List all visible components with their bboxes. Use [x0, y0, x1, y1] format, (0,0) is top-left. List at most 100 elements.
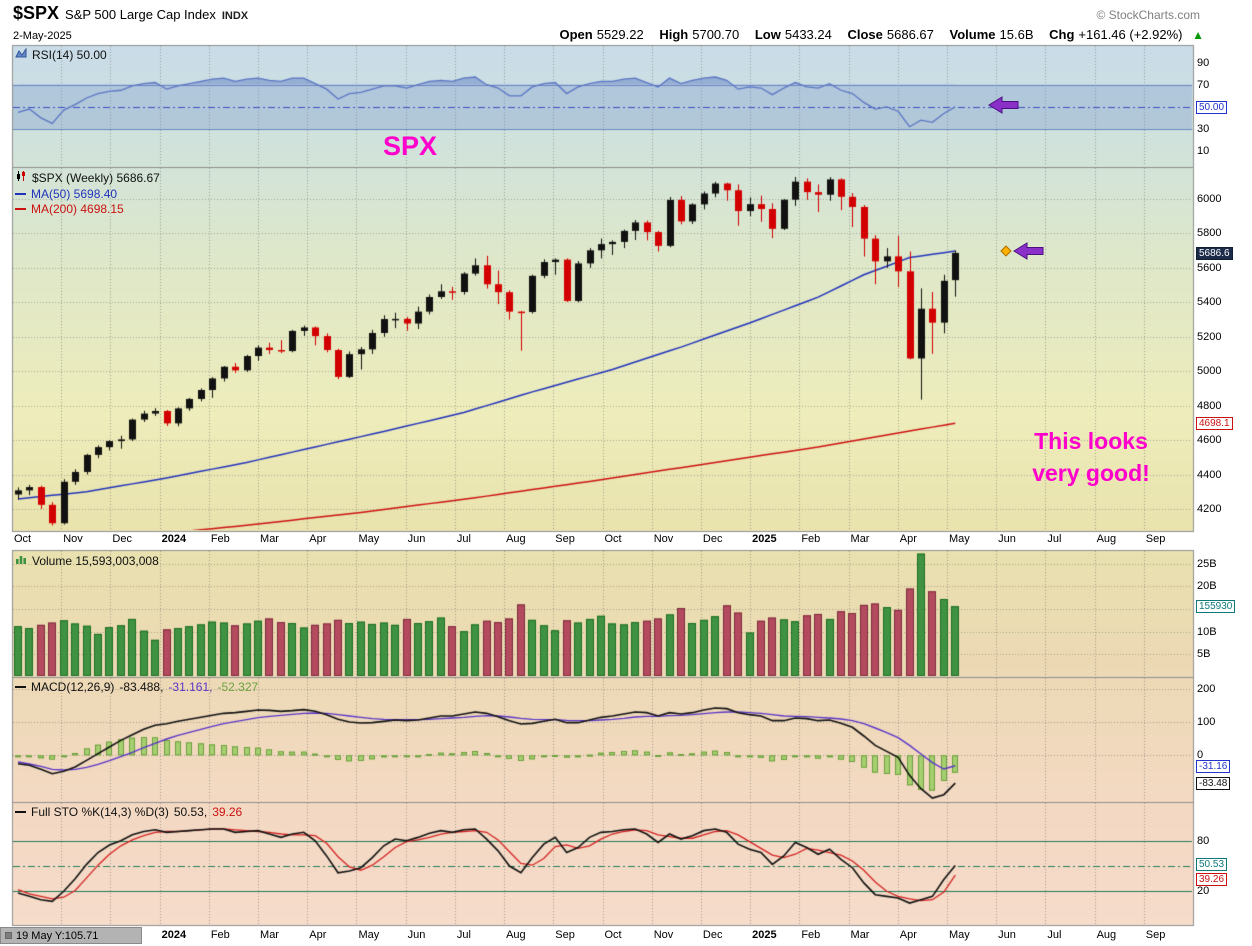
- x-axis-label: May: [358, 533, 380, 545]
- x-axis-label: Sep: [555, 533, 575, 545]
- x-axis-label: Jul: [456, 929, 471, 941]
- symbol: $SPX: [13, 3, 60, 23]
- x-axis-label: Jun: [407, 533, 426, 545]
- x-axis-label: Sep: [1145, 929, 1166, 941]
- x-axis-label: Oct: [14, 533, 32, 545]
- looks-good-line2: very good!: [1032, 460, 1150, 486]
- y-axis-tick: 4600: [1197, 434, 1222, 447]
- x-axis-label: Sep: [1145, 533, 1166, 545]
- x-axis-label: Mar: [260, 929, 279, 941]
- high-value: 5700.70: [692, 27, 740, 42]
- x-axis-label: Dec: [702, 929, 723, 941]
- copyright: © StockCharts.com: [1096, 8, 1200, 22]
- x-axis-label: Nov: [653, 533, 674, 545]
- macd-signal-value: -31.161,: [168, 680, 213, 694]
- open-value: 5529.22: [596, 27, 644, 42]
- quote-summary: Open 5529.22 High 5700.70 Low 5433.24 Close…: [559, 27, 1204, 42]
- y-axis-tick: 5800: [1197, 227, 1222, 240]
- x-axis-label: 2025: [752, 929, 777, 941]
- x-axis-label: Aug: [1096, 929, 1117, 941]
- sto-legend: Full STO %K(14,3) %D(3) 50.53, 39.26: [15, 805, 242, 819]
- x-axis-label: Dec: [702, 533, 723, 545]
- price-legend-label: $SPX (Weekly) 5686.67: [32, 170, 160, 185]
- macd-legend: MACD(12,26,9) -83.488, -31.161, -52.327: [15, 680, 258, 694]
- x-axis-label: Apr: [899, 929, 917, 941]
- y-axis-value-box: 5686.6: [1196, 246, 1233, 260]
- x-axis-label: Jul: [1047, 929, 1062, 941]
- x-axis-label: Jul: [1047, 533, 1062, 545]
- y-axis-tick: 5B: [1197, 648, 1211, 661]
- chart-date: 2-May-2025: [13, 30, 72, 42]
- open-label: Open: [559, 27, 593, 42]
- x-axis-label: Feb: [801, 929, 821, 941]
- crosshair-text: 19 May Y:105.71: [16, 929, 99, 942]
- x-axis-label: Feb: [210, 929, 230, 941]
- y-axis-tick: 4200: [1197, 502, 1222, 515]
- macd-hist-value: -52.327: [217, 680, 259, 694]
- ma200-legend: MA(200) 4698.15: [15, 202, 124, 216]
- looks-good-annotation: This looks very good!: [1008, 425, 1174, 489]
- x-axis-label: Mar: [850, 533, 870, 545]
- ma200-legend-label: MA(200) 4698.15: [31, 202, 124, 216]
- x-axis-label: Apr: [309, 533, 327, 545]
- x-axis-label: Mar: [260, 533, 279, 545]
- y-axis-tick: 5200: [1197, 330, 1222, 343]
- index-name: S&P 500 Large Cap Index: [65, 7, 216, 22]
- chart-header: $SPX S&P 500 Large Cap Index INDX: [13, 3, 248, 24]
- ma200-line-icon: [15, 208, 26, 210]
- y-axis-tick: 6000: [1197, 193, 1222, 206]
- y-axis-tick: 4400: [1197, 468, 1222, 481]
- macd-line-icon: [15, 686, 26, 688]
- chg-label: Chg: [1049, 27, 1075, 42]
- candlestick-icon: [15, 170, 27, 185]
- y-axis-tick: 90: [1197, 56, 1210, 69]
- rsi-legend-label: RSI(14) 50.00: [32, 47, 107, 62]
- x-axis-label: 2024: [161, 929, 187, 941]
- y-axis-tick: 5000: [1197, 365, 1222, 378]
- x-axis-label: Apr: [309, 929, 327, 941]
- ma50-legend: MA(50) 5698.40: [15, 187, 117, 201]
- y-axis-tick: 200: [1197, 682, 1216, 695]
- x-axis-label: May: [358, 929, 380, 941]
- volume-legend: Volume 15,593,003,008: [15, 553, 159, 568]
- y-axis-value-box: 155930: [1196, 600, 1236, 614]
- x-axis-label: Dec: [112, 533, 132, 545]
- volume-label: Volume: [949, 27, 996, 42]
- y-axis-tick: 5600: [1197, 261, 1222, 274]
- x-axis-label: Sep: [555, 929, 575, 941]
- y-axis-tick: 10: [1197, 144, 1210, 157]
- x-axis-label: Apr: [899, 533, 917, 545]
- y-axis-tick: 20: [1197, 885, 1210, 898]
- ma50-line-icon: [15, 193, 26, 195]
- low-label: Low: [754, 27, 781, 42]
- sto-k-value: 50.53,: [173, 805, 208, 819]
- macd-value: -83.488,: [119, 680, 164, 694]
- close-value: 5686.67: [886, 27, 934, 42]
- crosshair-icon: [5, 932, 12, 939]
- y-axis-value-box: 39.26: [1196, 873, 1228, 887]
- looks-good-line1: This looks: [1034, 428, 1148, 454]
- x-axis-label: May: [948, 533, 970, 545]
- y-axis-value-box: -31.16: [1196, 759, 1231, 773]
- sto-line-icon: [15, 811, 26, 813]
- x-axis-label: Jul: [456, 533, 471, 545]
- x-axis-label: Mar: [850, 929, 870, 941]
- y-axis-tick: 25B: [1197, 557, 1217, 570]
- x-axis-label: Jun: [998, 929, 1016, 941]
- volume-legend-label: Volume 15,593,003,008: [32, 553, 159, 568]
- y-axis-tick: 30: [1197, 122, 1210, 135]
- y-axis-value-box: 50.53: [1196, 857, 1228, 871]
- volume-value: 15.6B: [999, 27, 1034, 42]
- y-axis-value-box: 4698.1: [1196, 417, 1233, 431]
- x-axis-label: Aug: [506, 533, 526, 545]
- change-up-arrow-icon: ▲: [1192, 28, 1204, 42]
- x-axis-label: Oct: [604, 533, 622, 545]
- volume-bars-icon: [15, 553, 27, 568]
- sto-d-value: 39.26: [212, 805, 243, 819]
- sto-legend-name: Full STO %K(14,3) %D(3): [31, 805, 169, 819]
- y-axis-value-box: 50.00: [1196, 100, 1228, 114]
- x-axis-label: Aug: [506, 929, 526, 941]
- y-axis-tick: 100: [1197, 716, 1216, 728]
- crosshair-info-box: 19 May Y:105.71: [0, 927, 142, 944]
